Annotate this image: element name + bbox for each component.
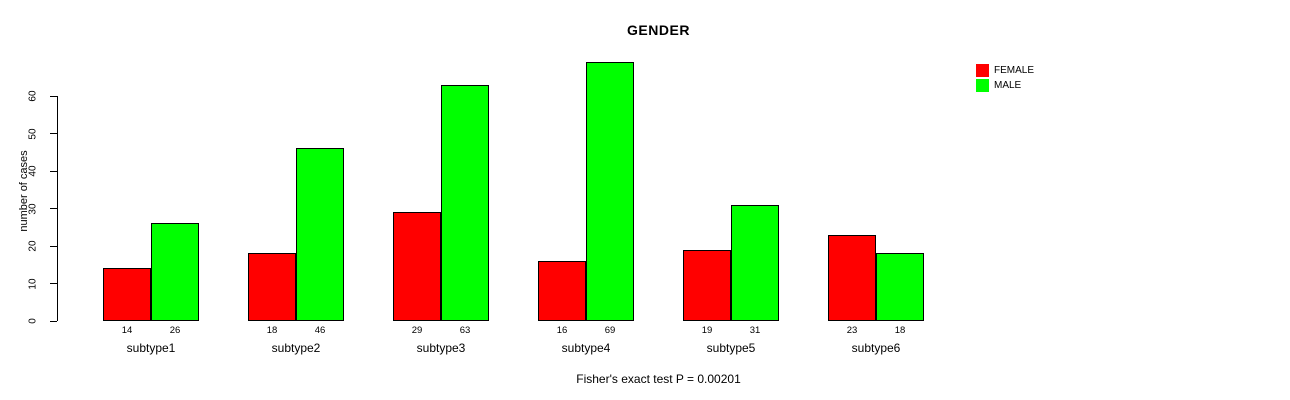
y-tick-mark	[50, 95, 57, 97]
y-axis-line	[57, 96, 58, 321]
caption: Fisher's exact test P = 0.00201	[576, 372, 741, 386]
bar-male-subtype5	[731, 205, 779, 321]
category-label: subtype5	[706, 341, 756, 355]
bar-value-label: 19	[701, 325, 713, 336]
bar-male-subtype3	[441, 85, 489, 321]
bar-value-label: 31	[749, 325, 761, 336]
y-tick-label: 40	[27, 165, 39, 177]
y-tick-mark	[50, 208, 57, 209]
bar-female-subtype3	[393, 212, 441, 321]
bar-male-subtype1	[151, 223, 199, 321]
bar-value-label: 63	[459, 325, 471, 336]
y-tick-mark	[50, 170, 57, 172]
bar-value-label: 18	[894, 325, 906, 336]
chart-title: GENDER	[627, 22, 690, 38]
legend-label-male: MALE	[994, 80, 1022, 91]
y-tick-mark	[50, 245, 57, 247]
legend-item-female: FEMALE	[976, 63, 1034, 78]
bar-male-subtype2	[296, 148, 344, 321]
bar-value-label: 23	[846, 325, 858, 336]
bar-value-label: 29	[411, 325, 423, 336]
bar-value-label: 26	[169, 325, 181, 336]
bar-female-subtype6	[828, 235, 876, 321]
y-tick-label: 10	[27, 277, 39, 290]
bar-value-label: 46	[314, 325, 326, 336]
bar-male-subtype4	[586, 62, 634, 321]
bar-female-subtype4	[538, 261, 586, 321]
bar-value-label: 16	[556, 325, 568, 336]
category-label: subtype2	[271, 341, 321, 355]
y-tick-label: 30	[27, 202, 39, 215]
y-tick-label: 50	[27, 127, 39, 140]
bar-female-subtype5	[683, 250, 731, 321]
male-swatch	[976, 79, 989, 92]
legend-label-female: FEMALE	[994, 65, 1035, 76]
category-label: subtype3	[416, 341, 466, 355]
legend-item-male: MALE	[976, 78, 1034, 93]
y-tick-mark	[50, 133, 57, 134]
y-tick-mark	[50, 283, 57, 284]
legend: FEMALE MALE	[976, 63, 1034, 93]
bar-female-subtype1	[103, 268, 151, 321]
y-tick-mark	[50, 320, 57, 322]
category-label: subtype4	[561, 341, 611, 355]
bar-male-subtype6	[876, 253, 924, 321]
y-tick-label: 60	[27, 90, 39, 102]
y-tick-label: 20	[27, 240, 39, 252]
y-tick-label: 0	[27, 318, 39, 324]
category-label: subtype1	[126, 341, 176, 355]
category-label: subtype6	[851, 341, 901, 355]
bar-female-subtype2	[248, 253, 296, 321]
bar-value-label: 69	[604, 325, 616, 336]
bar-value-label: 14	[121, 325, 133, 336]
y-axis-label: number of cases	[18, 150, 30, 232]
bar-value-label: 18	[266, 325, 278, 336]
female-swatch	[976, 64, 989, 77]
